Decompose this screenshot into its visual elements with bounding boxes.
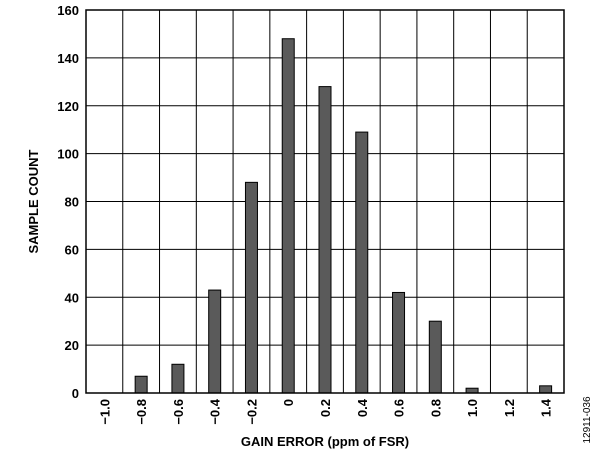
bar	[318, 86, 332, 394]
bar	[355, 131, 369, 394]
bar	[171, 363, 185, 394]
x-tick-label: 0.6	[392, 399, 407, 417]
x-tick-label: 1.2	[502, 399, 517, 417]
bar	[428, 320, 442, 394]
y-tick-label: 100	[57, 147, 79, 162]
y-tick-label: 0	[72, 386, 79, 401]
y-tick-labels: 0 20 40 60 80 100 120 140 160	[57, 3, 79, 401]
x-tick-labels: −1.0 −0.8 −0.6 −0.4 −0.2 0 0.2 0.4 0.6 0.8 1.0 1.2 1…	[97, 398, 553, 424]
y-tick-label: 140	[57, 51, 79, 66]
x-tick-label: −0.2	[244, 399, 259, 425]
y-tick-label: 80	[65, 195, 79, 210]
x-tick-label: 0.8	[428, 399, 443, 417]
bar	[281, 38, 295, 394]
x-tick-label: 0.2	[318, 399, 333, 417]
bar	[392, 291, 406, 394]
x-tick-label: −1.0	[97, 399, 112, 425]
bars	[134, 38, 553, 394]
y-axis-title: SAMPLE COUNT	[26, 149, 41, 253]
x-tick-label: −0.4	[208, 398, 223, 424]
x-axis-title: GAIN ERROR (ppm of FSR)	[241, 434, 409, 449]
y-tick-label: 40	[65, 290, 79, 305]
bar	[539, 385, 553, 394]
y-tick-label: 60	[65, 242, 79, 257]
x-tick-label: −0.6	[171, 399, 186, 425]
x-tick-label: −0.8	[134, 399, 149, 425]
y-tick-label: 20	[65, 338, 79, 353]
x-tick-label: 0.4	[355, 398, 370, 417]
bar	[244, 181, 258, 394]
figure-code: 12911-036	[582, 396, 593, 444]
x-tick-label: 1.4	[539, 398, 554, 417]
x-tick-label: 0	[281, 399, 296, 406]
y-tick-label: 120	[57, 99, 79, 114]
x-tick-label: 1.0	[465, 399, 480, 417]
bar	[208, 289, 222, 394]
plot-frame	[85, 9, 565, 394]
y-tick-label: 160	[57, 3, 79, 18]
bar	[134, 375, 148, 394]
